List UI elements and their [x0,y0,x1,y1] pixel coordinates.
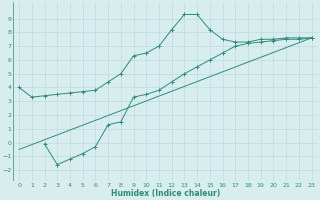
X-axis label: Humidex (Indice chaleur): Humidex (Indice chaleur) [111,189,220,198]
